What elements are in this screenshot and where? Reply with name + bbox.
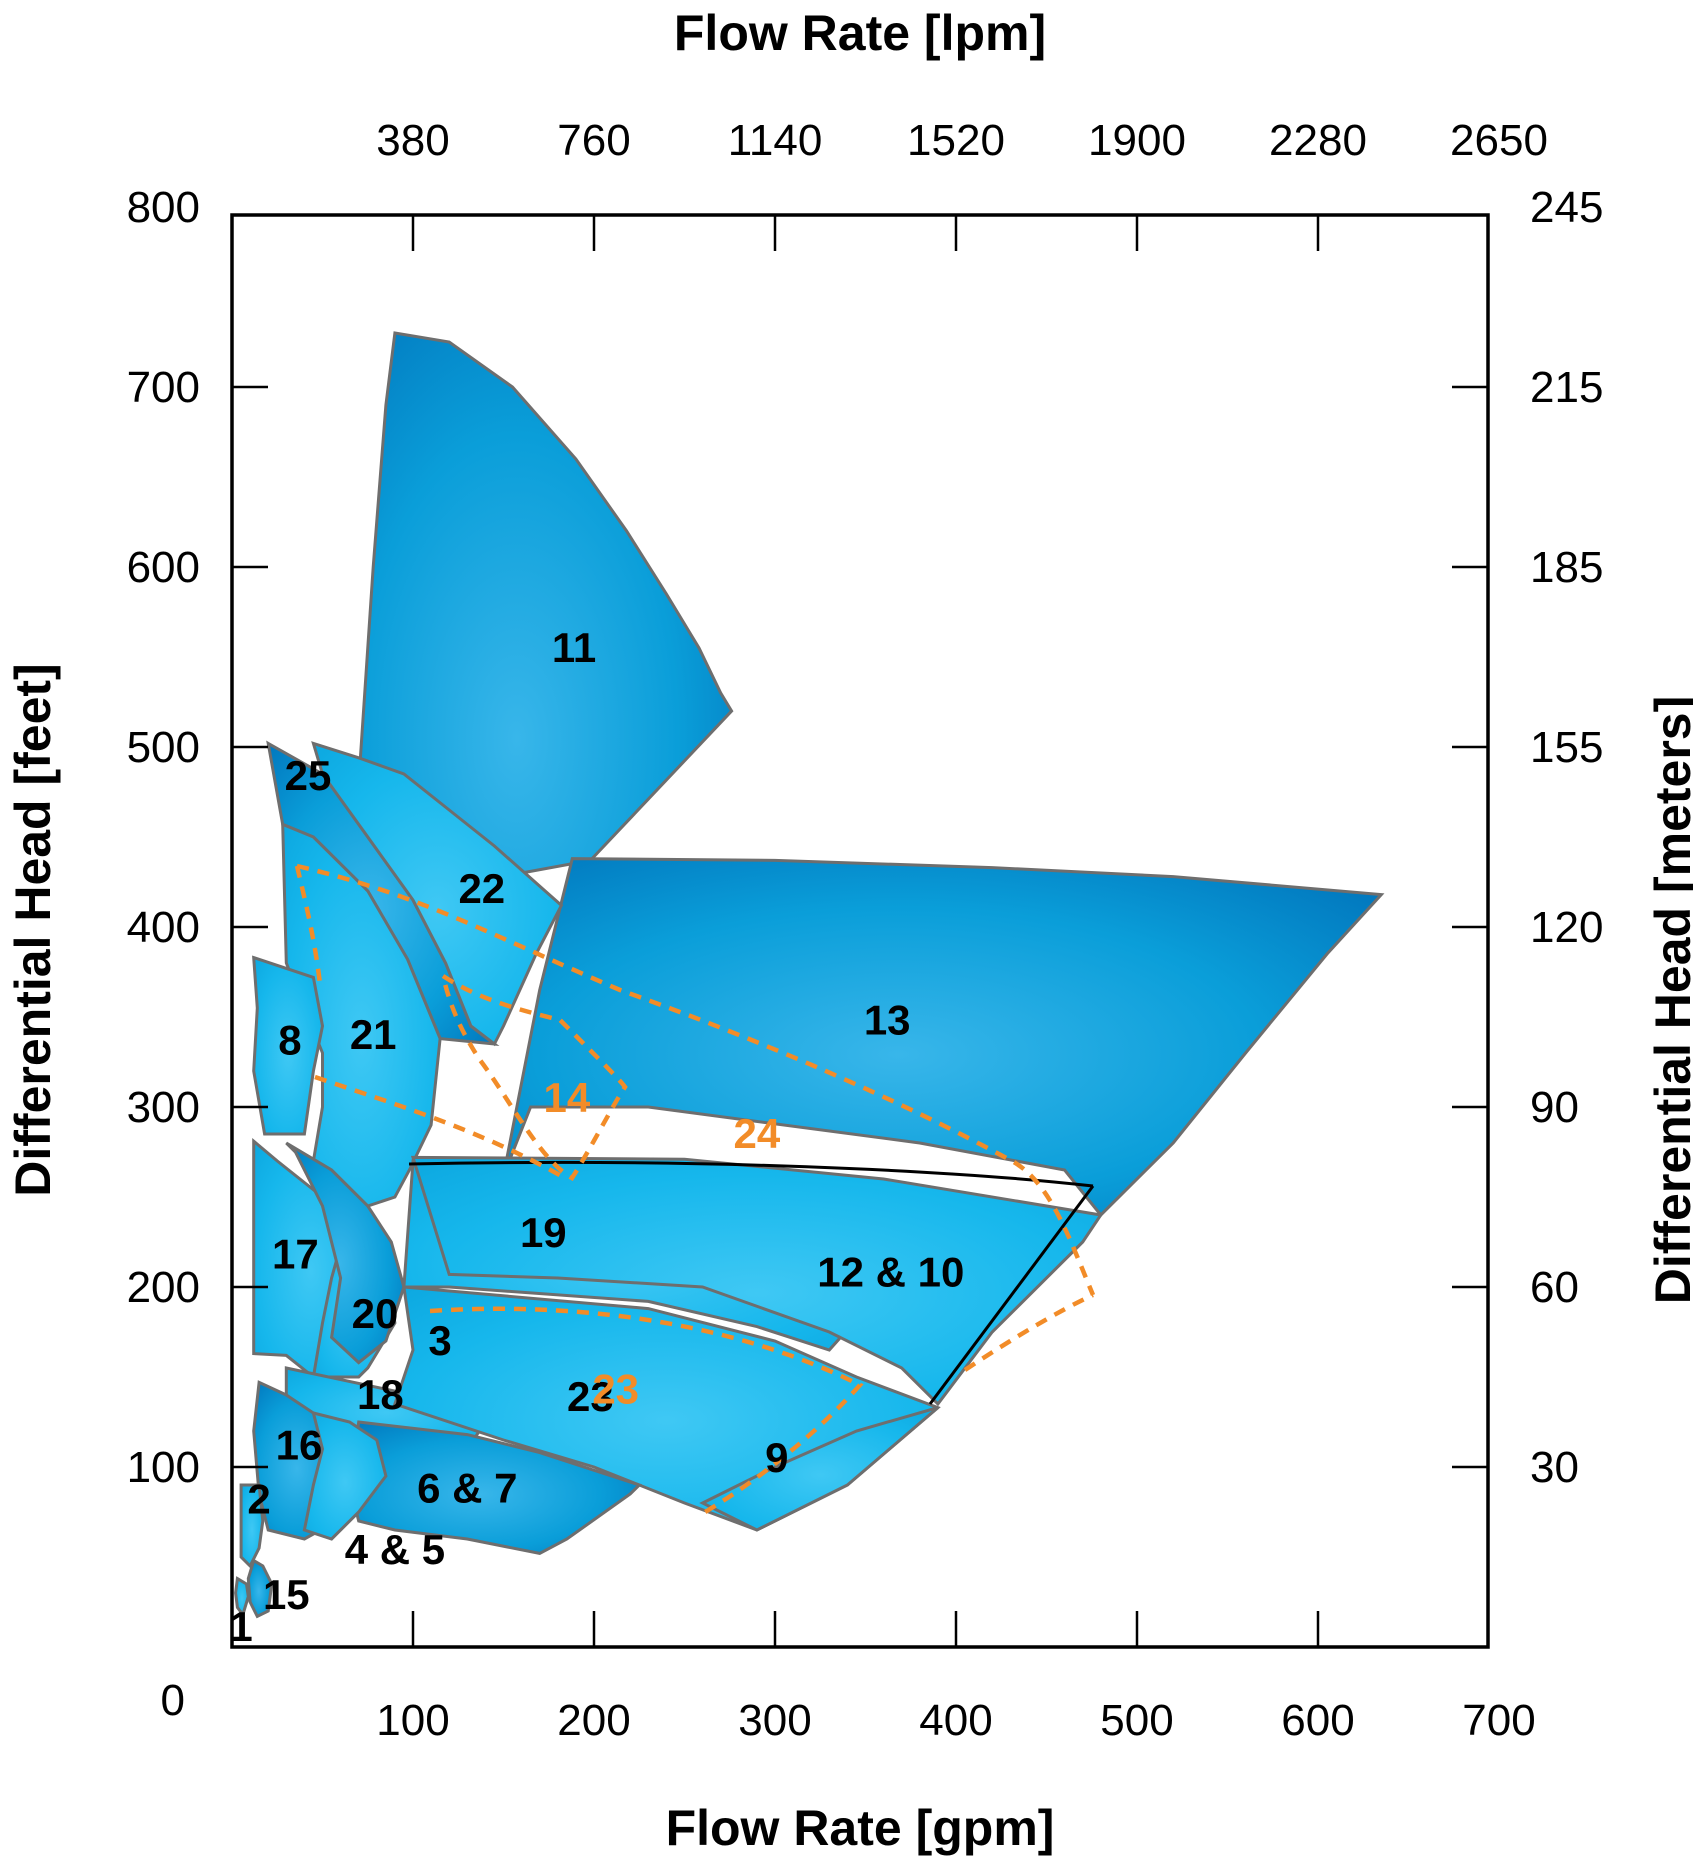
zone-13: [502, 857, 1385, 1218]
dashed-boundary-14: [440, 974, 628, 1182]
zone-label-22: 22: [458, 865, 505, 912]
y-left-tick-label: 100: [127, 1443, 200, 1492]
x-bottom-axis-title: Flow Rate [gpm]: [666, 1800, 1055, 1856]
zone-label-8: 8: [278, 1016, 301, 1063]
x-bottom-tick-label: 600: [1281, 1696, 1354, 1745]
x-bottom-tick-label: 400: [919, 1696, 992, 1745]
overlay-label-23: 23: [592, 1366, 639, 1413]
zone-label-11: 11: [552, 624, 596, 671]
zone-label-2: 2: [247, 1475, 270, 1522]
zone-label-3: 3: [428, 1317, 451, 1364]
y-left-tick-label: 400: [127, 903, 200, 952]
zone-8: [252, 955, 325, 1136]
x-top-tick-label: 1900: [1088, 116, 1186, 165]
y-right-tick-label: 155: [1530, 723, 1603, 772]
y-right-tick-label: 60: [1530, 1263, 1579, 1312]
dashed-boundary-23: [429, 1306, 864, 1517]
y-left-tick-label: 200: [127, 1263, 200, 1312]
x-top-tick-label: 1140: [728, 116, 823, 165]
zone-label-13: 13: [864, 997, 911, 1044]
x-bottom-tick-label: 200: [557, 1696, 630, 1745]
overlay-lines: [294, 863, 1096, 1517]
y-right-tick-label: 90: [1530, 1083, 1579, 1132]
y-left-tick-label: 0: [161, 1676, 185, 1725]
y-left-tick-label: 500: [127, 723, 200, 772]
boundary-line-13-12: [408, 1160, 1094, 1188]
zone-label-4-5: 4 & 5: [345, 1526, 445, 1573]
y-left-tick-label: 600: [127, 543, 200, 592]
boundary-line-12-right: [928, 1185, 1095, 1405]
y-right-tick-label: 30: [1530, 1443, 1579, 1492]
zone-2: [239, 1483, 265, 1569]
zone-label-25: 25: [285, 752, 332, 799]
overlay-label-24: 24: [734, 1110, 781, 1157]
y-right-axis-title: Differential Head [meters]: [1645, 696, 1693, 1305]
zone-22: [311, 741, 564, 1047]
dashed-boundary-24: [296, 863, 1096, 1296]
y-left-tick-label: 300: [127, 1083, 200, 1132]
overlay-label-14: 14: [544, 1074, 591, 1121]
x-top-tick-label: 2650: [1450, 116, 1548, 165]
dashed-boundary-21: [294, 865, 323, 985]
x-top-tick-label: 1520: [907, 116, 1005, 165]
x-top-tick-label: 380: [376, 116, 449, 165]
zone-label-21: 21: [350, 1011, 397, 1058]
x-bottom-tick-label: 100: [376, 1696, 449, 1745]
zone-label-18: 18: [357, 1371, 404, 1418]
dashed-boundary-12-right: [963, 1292, 1094, 1372]
zone-label-6-7: 6 & 7: [417, 1465, 517, 1512]
y-right-tick-label: 120: [1530, 903, 1603, 952]
zone-label-15: 15: [263, 1571, 310, 1618]
zone-9: [699, 1406, 939, 1532]
zone-labels: 11 13 25 22 21 8 19 12 & 10 17 20 3 18 23 9 16 6 & 7 2 4 …: [229, 624, 964, 1650]
zone-label-20: 20: [352, 1290, 399, 1337]
y-left-axis-title: Differential Head [feet]: [5, 663, 61, 1196]
x-top-axis-title: Flow Rate [lpm]: [674, 5, 1046, 61]
x-bottom-tick-label: 500: [1100, 1696, 1173, 1745]
zone-4-5: [302, 1410, 388, 1541]
zone-21: [281, 822, 442, 1217]
zone-label-1: 1: [229, 1603, 252, 1650]
y-right-tick-label: 185: [1530, 543, 1603, 592]
zones-layer: [234, 331, 1385, 1619]
zone-label-16: 16: [276, 1421, 323, 1468]
x-bottom-tick-label: 300: [738, 1696, 811, 1745]
zone-15: [246, 1558, 274, 1619]
zone-label-12-10: 12 & 10: [817, 1249, 964, 1296]
x-bottom-tick-label: 700: [1462, 1696, 1535, 1745]
zone-label-9: 9: [765, 1434, 788, 1481]
zone-label-17: 17: [272, 1231, 319, 1278]
zone-3: [285, 1141, 406, 1365]
y-right-tick-label: 245: [1530, 183, 1603, 232]
y-left-tick-label: 800: [127, 183, 200, 232]
zone-label-23: 23: [567, 1373, 614, 1420]
x-top-tick-label: 2280: [1269, 116, 1367, 165]
dashed-boundary-24-lower: [314, 1074, 567, 1180]
y-right-tick-label: 215: [1530, 363, 1603, 412]
plot-frame: [230, 213, 1490, 1649]
zone-1: [234, 1576, 250, 1618]
zone-12-10: [410, 1155, 1104, 1407]
y-left-tick-label: 700: [127, 363, 200, 412]
zone-label-19: 19: [520, 1209, 567, 1256]
x-top-tick-label: 760: [557, 116, 630, 165]
